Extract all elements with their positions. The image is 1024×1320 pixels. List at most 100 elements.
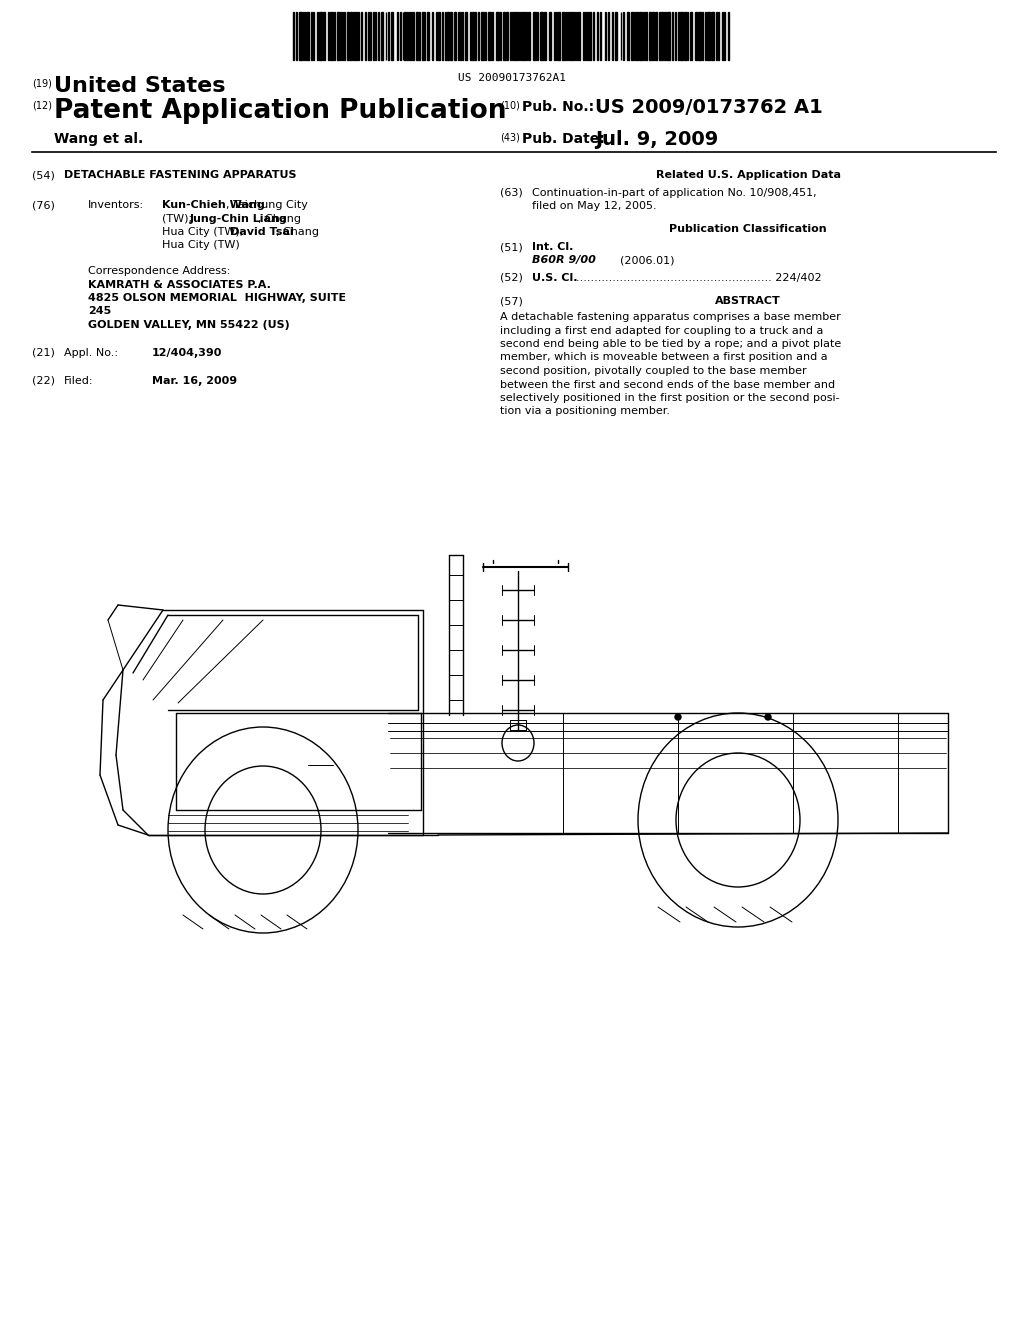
- Bar: [390, 12, 393, 59]
- Bar: [698, 12, 700, 59]
- Bar: [649, 12, 651, 59]
- Bar: [404, 12, 407, 59]
- Text: (57): (57): [500, 297, 523, 306]
- Bar: [503, 12, 505, 59]
- Text: Mar. 16, 2009: Mar. 16, 2009: [152, 375, 238, 385]
- Text: (12): (12): [32, 100, 52, 110]
- Text: (10): (10): [500, 100, 520, 110]
- Text: Filed:: Filed:: [63, 375, 93, 385]
- Text: ABSTRACT: ABSTRACT: [715, 297, 781, 306]
- Text: (21): (21): [32, 347, 55, 358]
- Bar: [558, 12, 560, 59]
- Text: Wang et al.: Wang et al.: [54, 132, 143, 147]
- Bar: [708, 12, 710, 59]
- Bar: [637, 12, 638, 59]
- Bar: [399, 12, 401, 59]
- Bar: [632, 12, 633, 59]
- Bar: [307, 12, 308, 59]
- Bar: [652, 12, 654, 59]
- Text: selectively positioned in the first position or the second posi-: selectively positioned in the first posi…: [500, 393, 840, 403]
- Bar: [318, 12, 322, 59]
- Bar: [514, 12, 516, 59]
- Bar: [337, 12, 339, 59]
- Bar: [695, 12, 697, 59]
- Bar: [347, 12, 348, 59]
- Text: Appl. No.:: Appl. No.:: [63, 347, 118, 358]
- Text: Pub. No.:: Pub. No.:: [522, 100, 594, 114]
- Text: U.S. Cl.: U.S. Cl.: [532, 273, 578, 282]
- Bar: [299, 12, 302, 59]
- Text: (52): (52): [500, 273, 523, 282]
- Text: Int. Cl.: Int. Cl.: [532, 242, 573, 252]
- Bar: [549, 12, 551, 59]
- Bar: [680, 12, 683, 59]
- Bar: [465, 12, 467, 59]
- Text: 4825 OLSON MEMORIAL  HIGHWAY, SUITE: 4825 OLSON MEMORIAL HIGHWAY, SUITE: [88, 293, 346, 304]
- Text: (2006.01): (2006.01): [620, 256, 675, 265]
- Bar: [370, 12, 372, 59]
- Bar: [655, 12, 657, 59]
- Bar: [645, 12, 647, 59]
- Text: (51): (51): [500, 242, 522, 252]
- Bar: [427, 12, 429, 59]
- Text: A detachable fastening apparatus comprises a base member: A detachable fastening apparatus compris…: [500, 312, 841, 322]
- Text: David Tsai: David Tsai: [230, 227, 294, 238]
- Bar: [455, 12, 456, 59]
- Circle shape: [765, 714, 771, 719]
- Text: ...................................................... 224/402: ........................................…: [575, 273, 821, 282]
- Text: GOLDEN VALLEY, MN 55422 (US): GOLDEN VALLEY, MN 55422 (US): [88, 319, 290, 330]
- Text: Publication Classification: Publication Classification: [670, 224, 826, 235]
- Bar: [562, 12, 563, 59]
- Bar: [544, 12, 546, 59]
- Text: filed on May 12, 2005.: filed on May 12, 2005.: [532, 201, 656, 211]
- Text: , Taichung City: , Taichung City: [225, 201, 307, 210]
- Text: , Chang: , Chang: [258, 214, 301, 223]
- Bar: [665, 12, 666, 59]
- Text: Correspondence Address:: Correspondence Address:: [88, 267, 230, 276]
- Bar: [684, 12, 686, 59]
- Bar: [506, 12, 508, 59]
- Text: second position, pivotally coupled to the base member: second position, pivotally coupled to th…: [500, 366, 807, 376]
- Bar: [600, 12, 601, 59]
- Bar: [611, 12, 613, 59]
- Text: Inventors:: Inventors:: [88, 201, 144, 210]
- Bar: [496, 12, 499, 59]
- Bar: [488, 12, 490, 59]
- Text: (76): (76): [32, 201, 55, 210]
- Bar: [472, 12, 474, 59]
- Bar: [570, 12, 572, 59]
- Text: (19): (19): [32, 78, 52, 88]
- Bar: [323, 12, 325, 59]
- Text: (54): (54): [32, 170, 55, 180]
- Bar: [540, 12, 543, 59]
- Text: including a first end adapted for coupling to a truck and a: including a first end adapted for coupli…: [500, 326, 823, 335]
- Text: (63): (63): [500, 187, 522, 198]
- Bar: [532, 12, 536, 59]
- Bar: [662, 12, 664, 59]
- Text: US 2009/0173762 A1: US 2009/0173762 A1: [595, 98, 822, 117]
- Text: Patent Application Publication: Patent Application Publication: [54, 98, 507, 124]
- Bar: [330, 12, 333, 59]
- Bar: [381, 12, 383, 59]
- Circle shape: [675, 714, 681, 719]
- Text: Continuation-in-part of application No. 10/908,451,: Continuation-in-part of application No. …: [532, 187, 816, 198]
- Bar: [528, 12, 529, 59]
- Text: Jul. 9, 2009: Jul. 9, 2009: [595, 129, 718, 149]
- Text: Hua City (TW);: Hua City (TW);: [162, 227, 247, 238]
- Bar: [597, 12, 598, 59]
- Bar: [396, 12, 398, 59]
- Bar: [438, 12, 440, 59]
- Text: Hua City (TW): Hua City (TW): [162, 240, 240, 251]
- Bar: [639, 12, 642, 59]
- Bar: [668, 12, 670, 59]
- Text: (43): (43): [500, 132, 520, 143]
- Bar: [614, 12, 617, 59]
- Text: second end being able to be tied by a rope; and a pivot plate: second end being able to be tied by a ro…: [500, 339, 842, 348]
- Bar: [604, 12, 606, 59]
- Text: , Chang: , Chang: [275, 227, 318, 238]
- Bar: [447, 12, 450, 59]
- Bar: [578, 12, 581, 59]
- Bar: [593, 12, 594, 59]
- Bar: [387, 12, 389, 59]
- Text: (22): (22): [32, 375, 55, 385]
